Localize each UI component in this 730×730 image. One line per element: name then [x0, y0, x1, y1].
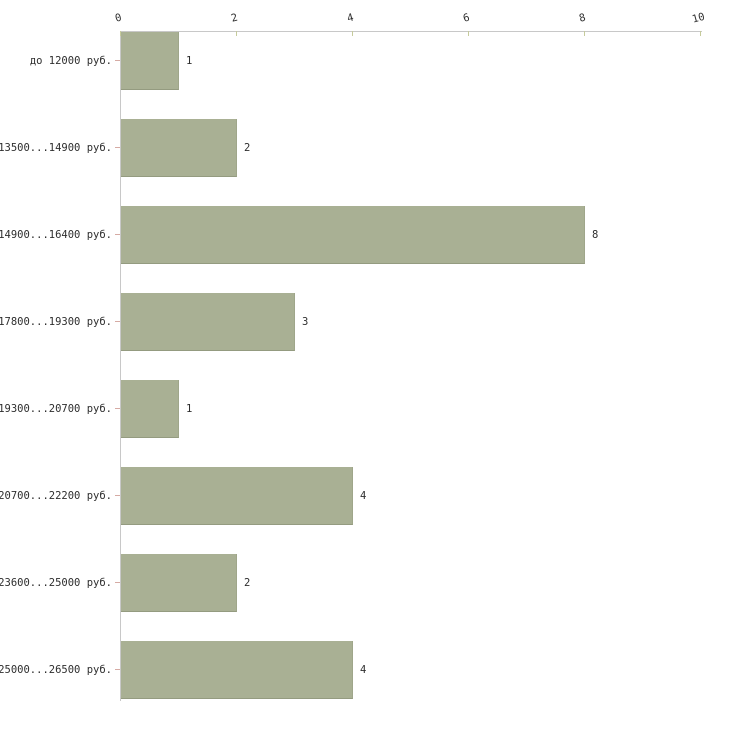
bar — [121, 641, 353, 699]
x-axis-tick-mark — [584, 31, 585, 36]
x-axis-tick-label: 2 — [229, 11, 240, 25]
x-axis-tick-label: 6 — [461, 11, 472, 25]
bar — [121, 380, 179, 438]
category-tick-mark — [115, 669, 120, 670]
x-axis-tick-label: 0 — [113, 11, 124, 25]
bar — [121, 32, 179, 90]
bar-value-label: 2 — [244, 141, 251, 154]
category-tick-mark — [115, 408, 120, 409]
category-label: 23600...25000 руб. — [0, 576, 112, 589]
category-tick-mark — [115, 321, 120, 322]
category-label: 17800...19300 руб. — [0, 315, 112, 328]
bar-value-label: 2 — [244, 576, 251, 589]
x-axis-tick-mark — [468, 31, 469, 36]
category-label: 20700...22200 руб. — [0, 489, 112, 502]
category-label: 19300...20700 руб. — [0, 402, 112, 415]
x-axis-tick-label: 4 — [345, 11, 356, 25]
category-label: до 12000 руб. — [29, 54, 112, 67]
x-axis-line — [120, 31, 702, 32]
category-tick-mark — [115, 234, 120, 235]
category-label: 13500...14900 руб. — [0, 141, 112, 154]
bar-value-label: 3 — [302, 315, 309, 328]
x-axis-tick-label: 10 — [690, 10, 707, 26]
bar-value-label: 4 — [360, 489, 367, 502]
bar — [121, 293, 295, 351]
category-tick-mark — [115, 60, 120, 61]
bar — [121, 206, 585, 264]
x-axis-tick-mark — [236, 31, 237, 36]
x-axis-tick-mark — [120, 31, 121, 36]
bar-value-label: 4 — [360, 663, 367, 676]
x-axis-tick-mark — [700, 31, 701, 36]
category-label: 25000...26500 руб. — [0, 663, 112, 676]
category-tick-mark — [115, 495, 120, 496]
category-label: 14900...16400 руб. — [0, 228, 112, 241]
x-axis-tick-mark — [352, 31, 353, 36]
bar — [121, 119, 237, 177]
bar-value-label: 8 — [592, 228, 599, 241]
y-axis-line — [120, 31, 121, 701]
bar-value-label: 1 — [186, 54, 193, 67]
category-tick-mark — [115, 582, 120, 583]
bar — [121, 467, 353, 525]
x-axis-tick-label: 8 — [577, 11, 588, 25]
bar — [121, 554, 237, 612]
category-tick-mark — [115, 147, 120, 148]
bar-value-label: 1 — [186, 402, 193, 415]
